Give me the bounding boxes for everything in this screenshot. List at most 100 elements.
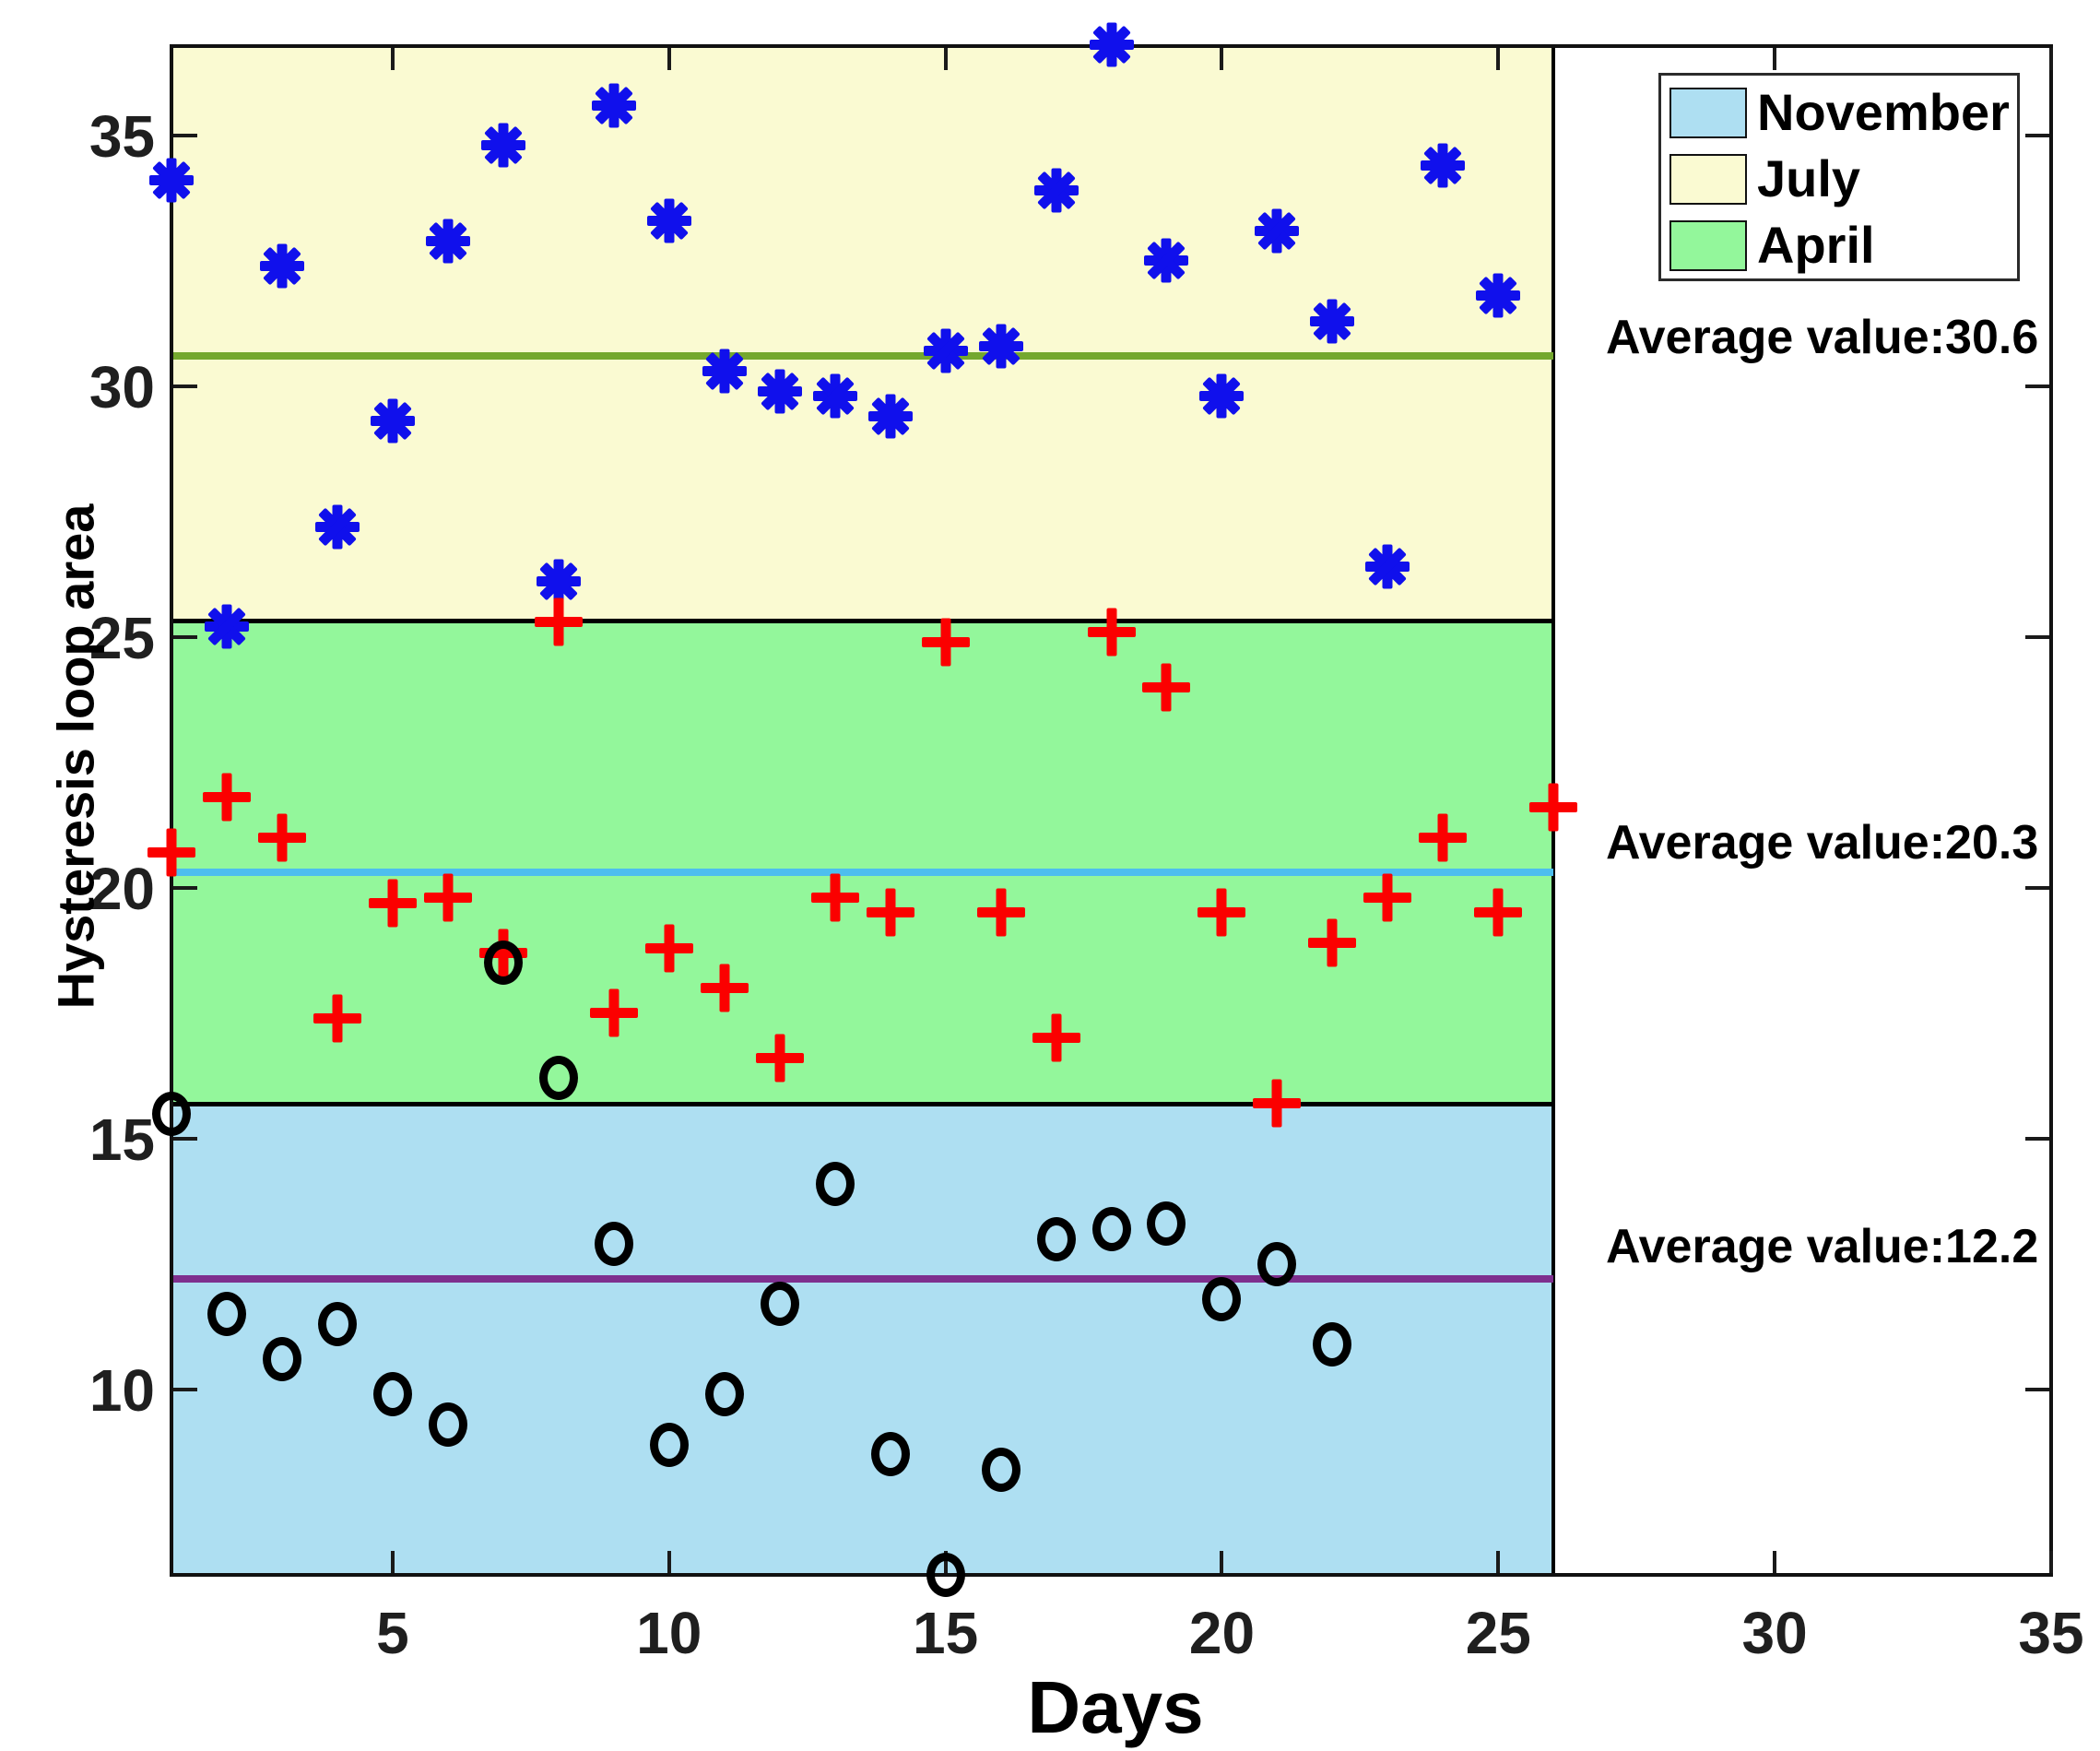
data-point-april (1529, 783, 1578, 832)
avg-annotation-july: Average value:30.6 (1606, 311, 2039, 364)
data-point-april (644, 924, 693, 973)
data-point-april (147, 828, 195, 877)
legend-swatch-july (1669, 154, 1747, 205)
data-point-april (368, 879, 417, 928)
data-point-july (536, 559, 581, 604)
data-point-july (1310, 299, 1355, 344)
data-point-july (867, 394, 913, 439)
legend-swatch-november (1669, 88, 1747, 138)
data-point-april (976, 888, 1025, 937)
y-tick (173, 1387, 197, 1391)
data-point-july (812, 373, 857, 419)
x-tick (2049, 1551, 2053, 1573)
data-point-november (317, 1302, 357, 1347)
data-point-november (206, 1292, 246, 1337)
data-point-april (1308, 918, 1357, 967)
y-tick-right (2025, 1136, 2049, 1141)
data-point-april (423, 873, 472, 922)
data-point-july (259, 243, 304, 289)
x-axis-label: Days (1027, 1666, 1204, 1748)
data-point-july (757, 369, 802, 414)
legend-label: April (1757, 216, 1875, 274)
x-tick-label: 10 (636, 1600, 702, 1666)
data-point-july (149, 158, 194, 203)
data-point-april (1419, 813, 1468, 862)
data-point-july (923, 328, 968, 373)
y-tick (173, 384, 197, 388)
y-axis-label: Hysteresis loop area (46, 503, 105, 1010)
legend-item-april: April (1661, 215, 2017, 276)
band-boundary (171, 1101, 1554, 1106)
data-point-april (1197, 888, 1246, 937)
y-tick-label: 15 (88, 1106, 155, 1173)
y-tick (173, 133, 197, 137)
data-point-july (1476, 273, 1521, 318)
data-point-april (313, 994, 361, 1043)
y-tick-label: 10 (88, 1356, 155, 1424)
data-point-november (538, 1056, 578, 1101)
band-april (171, 620, 1554, 1104)
data-point-november (704, 1372, 744, 1417)
data-point-november (981, 1447, 1021, 1492)
x-tick-label: 35 (2018, 1600, 2084, 1666)
data-point-april (1032, 1013, 1080, 1062)
data-point-november (1091, 1206, 1131, 1251)
data-point-july (1255, 208, 1300, 254)
x-tick-label: 15 (912, 1600, 979, 1666)
legend-item-july: July (1661, 148, 2017, 209)
y-tick (173, 885, 197, 890)
y-tick-label: 20 (88, 855, 155, 922)
legend-swatch-april (1669, 220, 1747, 271)
avg-annotation-april: Average value:20.3 (1606, 816, 2039, 870)
data-point-november (1147, 1201, 1186, 1247)
data-point-april (534, 597, 583, 646)
data-point-july (1144, 238, 1189, 283)
data-point-november (815, 1161, 855, 1206)
data-point-april (1253, 1079, 1302, 1128)
data-point-november (760, 1282, 799, 1327)
data-point-july (1033, 168, 1079, 213)
data-point-july (204, 604, 249, 649)
x-tick-top (390, 48, 395, 70)
data-point-november (1313, 1321, 1352, 1366)
data-point-april (1142, 663, 1191, 712)
data-point-july (425, 219, 470, 264)
y-tick (173, 634, 197, 639)
y-tick-right (2025, 133, 2049, 137)
data-point-november (428, 1402, 467, 1447)
data-point-november (152, 1091, 191, 1136)
x-tick-top (2049, 48, 2053, 70)
legend: November July April (1658, 73, 2020, 281)
x-tick (667, 1551, 671, 1573)
x-tick (390, 1551, 395, 1573)
data-point-april (755, 1034, 804, 1083)
data-point-april (866, 888, 914, 937)
data-point-july (978, 324, 1023, 369)
data-point-november (1036, 1216, 1076, 1261)
data-point-november (1257, 1241, 1297, 1286)
data-point-november (649, 1422, 689, 1467)
data-point-april (810, 873, 859, 922)
data-point-july (1421, 143, 1466, 188)
data-point-april (257, 813, 306, 862)
data-point-april (700, 964, 749, 1012)
data-point-july (702, 349, 747, 394)
data-point-april (1087, 608, 1136, 657)
avg-line-november (171, 1275, 1554, 1284)
x-tick-top (1773, 48, 1777, 70)
x-tick-top (1496, 48, 1501, 70)
y-tick-label: 25 (88, 604, 155, 671)
data-point-november (594, 1221, 633, 1266)
data-point-july (646, 198, 691, 243)
data-point-april (1474, 888, 1523, 937)
data-point-july (370, 398, 415, 444)
data-point-april (921, 618, 970, 667)
x-tick (1220, 1551, 1224, 1573)
data-point-november (1202, 1276, 1242, 1321)
x-tick-top (943, 48, 948, 70)
y-tick-label: 35 (88, 102, 155, 170)
y-tick (173, 1136, 197, 1141)
data-point-november (483, 941, 523, 986)
